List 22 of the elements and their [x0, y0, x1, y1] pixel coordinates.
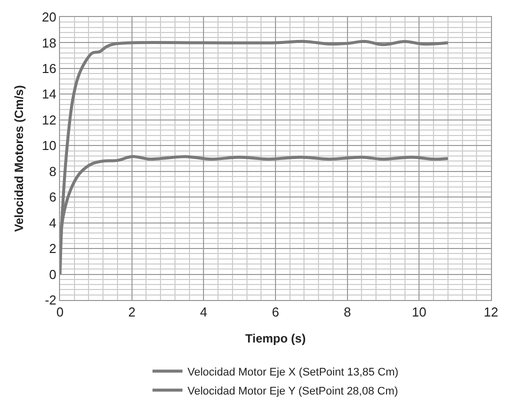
y-tick-label: 16 [42, 61, 56, 76]
x-tick-label: 12 [484, 304, 498, 320]
y-axis-title: Velocidad Motores (Cm/s) [12, 85, 26, 232]
legend-label: Velocidad Motor Eje Y (SetPoint 28,08 Cm) [188, 385, 398, 398]
x-tick-label: 2 [128, 304, 136, 320]
x-tick-label: 6 [272, 304, 280, 320]
y-tick-label: 8 [49, 164, 56, 179]
y-tick-label: -2 [44, 292, 56, 308]
x-tick-label: 4 [200, 304, 208, 320]
y-tick-label: 4 [49, 215, 56, 230]
x-tick-label: 8 [344, 304, 351, 320]
y-tick-label: 20 [42, 10, 56, 25]
legend-label: Velocidad Motor Eje X (SetPoint 13,85 Cm) [188, 366, 398, 378]
y-tick-label: 0 [49, 266, 56, 282]
y-tick-label: 12 [42, 112, 56, 128]
y-tick-label: 6 [49, 190, 56, 205]
y-tick-label: 14 [42, 86, 56, 102]
x-tick-label: 10 [412, 304, 426, 320]
x-axis-title: Tiempo (s) [245, 332, 306, 346]
y-tick-label: 18 [42, 35, 56, 50]
y-tick-label: 10 [42, 138, 56, 154]
y-tick-label: 2 [49, 241, 56, 256]
